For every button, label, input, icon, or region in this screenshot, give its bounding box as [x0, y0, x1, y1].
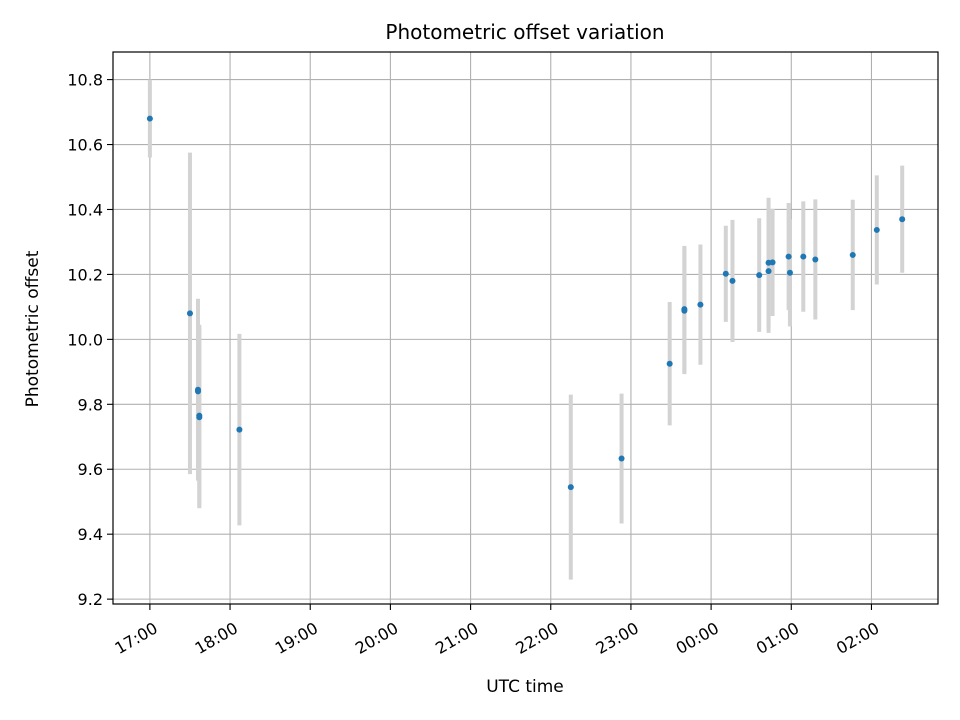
data-point: [186, 310, 193, 317]
y-tick-label: 10.8: [67, 71, 103, 90]
y-tick-label: 9.2: [78, 590, 103, 609]
y-tick-label: 10.4: [67, 200, 103, 219]
data-point: [681, 307, 688, 314]
data-point: [729, 277, 736, 284]
data-point: [196, 414, 203, 421]
data-point: [194, 388, 201, 395]
data-point: [769, 259, 776, 266]
grid-lines: [113, 52, 938, 604]
x-axis-label: UTC time: [486, 677, 564, 697]
data-point: [849, 251, 856, 258]
data-point: [786, 269, 793, 276]
data-point: [756, 272, 763, 279]
data-point: [666, 360, 673, 367]
data-point: [146, 115, 153, 122]
y-tick-label: 9.8: [78, 395, 103, 414]
y-tick-label: 10.6: [67, 136, 103, 155]
plot-frame: [112, 51, 939, 605]
data-point: [722, 270, 729, 277]
y-tick-label: 9.4: [78, 525, 103, 544]
y-tick-label: 10.0: [67, 330, 103, 349]
data-point: [899, 216, 906, 223]
y-tick-label: 10.2: [67, 265, 103, 284]
y-tick-label: 9.6: [78, 460, 103, 479]
data-point: [567, 484, 574, 491]
y-axis-ticks: 9.2 9.4 9.6 9.8 10.0 10.2 10.4 10.6 10.8: [67, 71, 113, 609]
data-point: [873, 226, 880, 233]
data-point: [785, 253, 792, 260]
data-point: [697, 301, 704, 308]
data-point: [765, 268, 772, 275]
data-point: [800, 253, 807, 260]
data-point: [236, 426, 243, 433]
data-point: [618, 455, 625, 462]
y-axis-label: Photometric offset: [23, 250, 43, 407]
chart-title: Photometric offset variation: [385, 20, 664, 44]
data-point: [812, 256, 819, 263]
data-points: [146, 115, 906, 491]
